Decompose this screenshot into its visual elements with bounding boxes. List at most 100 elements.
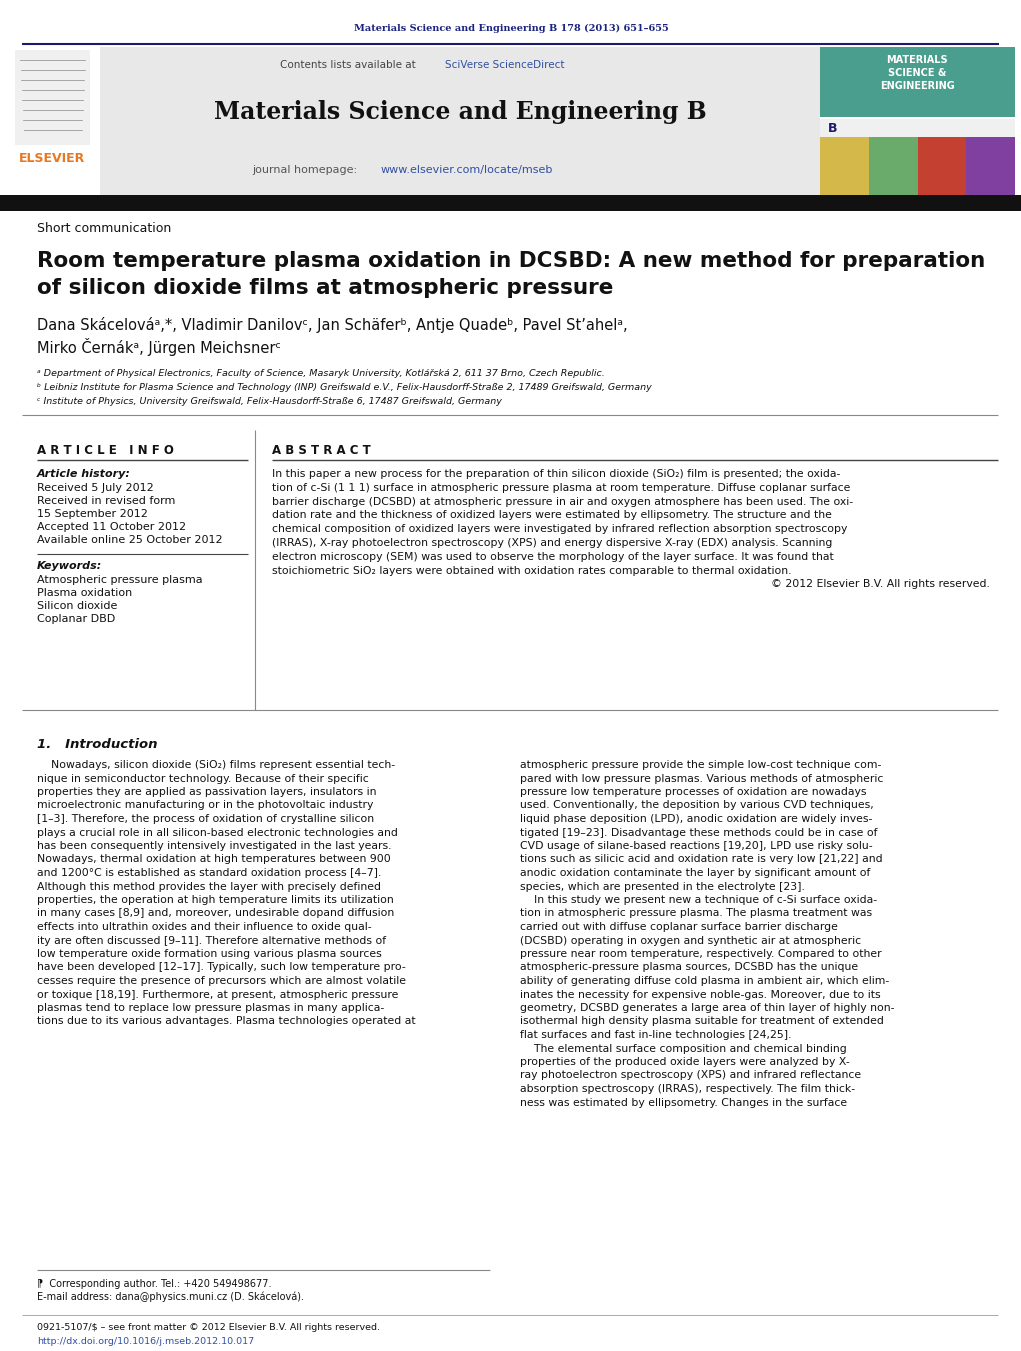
Text: Contents lists available at: Contents lists available at <box>280 59 419 70</box>
Text: electron microscopy (SEM) was used to observe the morphology of the layer surfac: electron microscopy (SEM) was used to ob… <box>272 551 834 562</box>
Text: ray photoelectron spectroscopy (XPS) and infrared reflectance: ray photoelectron spectroscopy (XPS) and… <box>520 1070 861 1081</box>
Bar <box>820 136 869 195</box>
Text: A B S T R A C T: A B S T R A C T <box>272 443 371 457</box>
Bar <box>918 136 966 195</box>
Text: 15 September 2012: 15 September 2012 <box>37 509 148 519</box>
Text: properties, the operation at high temperature limits its utilization: properties, the operation at high temper… <box>37 894 394 905</box>
Text: 0921-5107/$ – see front matter © 2012 Elsevier B.V. All rights reserved.: 0921-5107/$ – see front matter © 2012 El… <box>37 1324 380 1332</box>
Text: Received in revised form: Received in revised form <box>37 496 176 507</box>
Text: Mirko Černákᵃ, Jürgen Meichsnerᶜ: Mirko Černákᵃ, Jürgen Meichsnerᶜ <box>37 338 281 357</box>
Text: Materials Science and Engineering B: Materials Science and Engineering B <box>213 100 707 124</box>
Text: ᵇ Leibniz Institute for Plasma Science and Technology (INP) Greifswald e.V., Fel: ᵇ Leibniz Institute for Plasma Science a… <box>37 384 651 393</box>
Bar <box>0 195 1021 211</box>
Text: used. Conventionally, the deposition by various CVD techniques,: used. Conventionally, the deposition by … <box>520 801 874 811</box>
Text: dation rate and the thickness of oxidized layers were estimated by ellipsometry.: dation rate and the thickness of oxidize… <box>272 511 832 520</box>
Text: stoichiometric SiO₂ layers were obtained with oxidation rates comparable to ther: stoichiometric SiO₂ layers were obtained… <box>272 566 791 576</box>
Text: © 2012 Elsevier B.V. All rights reserved.: © 2012 Elsevier B.V. All rights reserved… <box>771 580 990 589</box>
Text: B: B <box>828 122 837 135</box>
Text: tion in atmospheric pressure plasma. The plasma treatment was: tion in atmospheric pressure plasma. The… <box>520 908 872 919</box>
Text: (IRRAS), X-ray photoelectron spectroscopy (XPS) and energy dispersive X-ray (EDX: (IRRAS), X-ray photoelectron spectroscop… <box>272 538 832 549</box>
Text: tion of c-Si (1 1 1) surface in atmospheric pressure plasma at room temperature.: tion of c-Si (1 1 1) surface in atmosphe… <box>272 482 850 493</box>
Text: liquid phase deposition (LPD), anodic oxidation are widely inves-: liquid phase deposition (LPD), anodic ox… <box>520 815 872 824</box>
Text: properties of the produced oxide layers were analyzed by X-: properties of the produced oxide layers … <box>520 1056 849 1067</box>
Text: atmospheric-pressure plasma sources, DCSBD has the unique: atmospheric-pressure plasma sources, DCS… <box>520 962 858 973</box>
Text: of silicon dioxide films at atmospheric pressure: of silicon dioxide films at atmospheric … <box>37 278 614 299</box>
Text: plasmas tend to replace low pressure plasmas in many applica-: plasmas tend to replace low pressure pla… <box>37 1002 384 1013</box>
Text: A R T I C L E   I N F O: A R T I C L E I N F O <box>37 443 174 457</box>
Bar <box>869 136 918 195</box>
Bar <box>0 47 100 195</box>
Text: ᵃ Department of Physical Electronics, Faculty of Science, Masaryk University, Ko: ᵃ Department of Physical Electronics, Fa… <box>37 370 604 378</box>
Text: Coplanar DBD: Coplanar DBD <box>37 613 115 624</box>
Text: chemical composition of oxidized layers were investigated by infrared reflection: chemical composition of oxidized layers … <box>272 524 847 534</box>
Text: (DCSBD) operating in oxygen and synthetic air at atmospheric: (DCSBD) operating in oxygen and syntheti… <box>520 935 861 946</box>
Text: geometry, DCSBD generates a large area of thin layer of highly non-: geometry, DCSBD generates a large area o… <box>520 1002 894 1013</box>
Text: flat surfaces and fast in-line technologies [24,25].: flat surfaces and fast in-line technolog… <box>520 1029 791 1040</box>
Text: pressure low temperature processes of oxidation are nowadays: pressure low temperature processes of ox… <box>520 788 867 797</box>
Text: Dana Skácelováᵃ,*, Vladimir Danilovᶜ, Jan Schäferᵇ, Antje Quadeᵇ, Pavel Stʼahelᵃ: Dana Skácelováᵃ,*, Vladimir Danilovᶜ, Ja… <box>37 317 628 332</box>
Bar <box>820 118 1015 119</box>
Text: Keywords:: Keywords: <box>37 561 102 571</box>
Text: www.elsevier.com/locate/mseb: www.elsevier.com/locate/mseb <box>381 165 553 176</box>
Text: ness was estimated by ellipsometry. Changes in the surface: ness was estimated by ellipsometry. Chan… <box>520 1097 847 1108</box>
Text: pared with low pressure plasmas. Various methods of atmospheric: pared with low pressure plasmas. Various… <box>520 774 883 784</box>
Text: species, which are presented in the electrolyte [23].: species, which are presented in the elec… <box>520 881 805 892</box>
Text: Received 5 July 2012: Received 5 July 2012 <box>37 484 154 493</box>
Text: ᶜ Institute of Physics, University Greifswald, Felix-Hausdorff-Straße 6, 17487 G: ᶜ Institute of Physics, University Greif… <box>37 397 502 407</box>
Text: isothermal high density plasma suitable for treatment of extended: isothermal high density plasma suitable … <box>520 1016 884 1027</box>
Text: MATERIALS
SCIENCE &
ENGINEERING: MATERIALS SCIENCE & ENGINEERING <box>880 55 955 92</box>
Text: Materials Science and Engineering B 178 (2013) 651–655: Materials Science and Engineering B 178 … <box>353 23 669 32</box>
Text: [1–3]. Therefore, the process of oxidation of crystalline silicon: [1–3]. Therefore, the process of oxidati… <box>37 815 374 824</box>
Text: ELSEVIER: ELSEVIER <box>18 151 85 165</box>
Text: or toxique [18,19]. Furthermore, at present, atmospheric pressure: or toxique [18,19]. Furthermore, at pres… <box>37 989 398 1000</box>
Text: Atmospheric pressure plasma: Atmospheric pressure plasma <box>37 576 202 585</box>
Text: CVD usage of silane-based reactions [19,20], LPD use risky solu-: CVD usage of silane-based reactions [19,… <box>520 842 873 851</box>
Bar <box>15 50 90 145</box>
Text: effects into ultrathin oxides and their influence to oxide qual-: effects into ultrathin oxides and their … <box>37 921 372 932</box>
Text: microelectronic manufacturing or in the photovoltaic industry: microelectronic manufacturing or in the … <box>37 801 374 811</box>
Text: The elemental surface composition and chemical binding: The elemental surface composition and ch… <box>520 1043 846 1054</box>
Text: atmospheric pressure provide the simple low-cost technique com-: atmospheric pressure provide the simple … <box>520 761 881 770</box>
Text: tigated [19–23]. Disadvantage these methods could be in case of: tigated [19–23]. Disadvantage these meth… <box>520 828 877 838</box>
Text: Short communication: Short communication <box>37 222 172 235</box>
Text: Accepted 11 October 2012: Accepted 11 October 2012 <box>37 521 186 532</box>
Text: Plasma oxidation: Plasma oxidation <box>37 588 133 598</box>
Text: journal homepage:: journal homepage: <box>252 165 360 176</box>
Text: Silicon dioxide: Silicon dioxide <box>37 601 117 611</box>
Text: anodic oxidation contaminate the layer by significant amount of: anodic oxidation contaminate the layer b… <box>520 867 870 878</box>
Text: properties they are applied as passivation layers, insulators in: properties they are applied as passivati… <box>37 788 377 797</box>
Bar <box>100 47 820 195</box>
Text: cesses require the presence of precursors which are almost volatile: cesses require the presence of precursor… <box>37 975 406 986</box>
Text: has been consequently intensively investigated in the last years.: has been consequently intensively invest… <box>37 842 391 851</box>
Text: tions due to its various advantages. Plasma technologies operated at: tions due to its various advantages. Pla… <box>37 1016 416 1027</box>
Text: plays a crucial role in all silicon-based electronic technologies and: plays a crucial role in all silicon-base… <box>37 828 398 838</box>
Text: inates the necessity for expensive noble-gas. Moreover, due to its: inates the necessity for expensive noble… <box>520 989 881 1000</box>
Bar <box>820 47 1015 118</box>
Text: http://dx.doi.org/10.1016/j.mseb.2012.10.017: http://dx.doi.org/10.1016/j.mseb.2012.10… <box>37 1336 254 1346</box>
Text: carried out with diffuse coplanar surface barrier discharge: carried out with diffuse coplanar surfac… <box>520 921 838 932</box>
Text: In this study we present new a technique of c-Si surface oxida-: In this study we present new a technique… <box>520 894 877 905</box>
Text: 1.   Introduction: 1. Introduction <box>37 739 157 751</box>
Text: Nowadays, thermal oxidation at high temperatures between 900: Nowadays, thermal oxidation at high temp… <box>37 854 391 865</box>
Text: SciVerse ScienceDirect: SciVerse ScienceDirect <box>445 59 565 70</box>
Text: absorption spectroscopy (IRRAS), respectively. The film thick-: absorption spectroscopy (IRRAS), respect… <box>520 1084 856 1094</box>
Bar <box>820 47 1015 195</box>
Text: Although this method provides the layer with precisely defined: Although this method provides the layer … <box>37 881 381 892</box>
Text: have been developed [12–17]. Typically, such low temperature pro-: have been developed [12–17]. Typically, … <box>37 962 405 973</box>
Text: Article history:: Article history: <box>37 469 131 480</box>
Text: ability of generating diffuse cold plasma in ambient air, which elim-: ability of generating diffuse cold plasm… <box>520 975 889 986</box>
Text: ity are often discussed [9–11]. Therefore alternative methods of: ity are often discussed [9–11]. Therefor… <box>37 935 386 946</box>
Text: nique in semiconductor technology. Because of their specific: nique in semiconductor technology. Becau… <box>37 774 369 784</box>
Bar <box>966 136 1015 195</box>
Text: barrier discharge (DCSBD) at atmospheric pressure in air and oxygen atmosphere h: barrier discharge (DCSBD) at atmospheric… <box>272 497 854 507</box>
Text: Room temperature plasma oxidation in DCSBD: A new method for preparation: Room temperature plasma oxidation in DCS… <box>37 251 985 272</box>
Text: Available online 25 October 2012: Available online 25 October 2012 <box>37 535 223 544</box>
Text: Nowadays, silicon dioxide (SiO₂) films represent essential tech-: Nowadays, silicon dioxide (SiO₂) films r… <box>37 761 395 770</box>
Text: in many cases [8,9] and, moreover, undesirable dopand diffusion: in many cases [8,9] and, moreover, undes… <box>37 908 394 919</box>
Text: ⁋  Corresponding author. Tel.: +420 549498677.: ⁋ Corresponding author. Tel.: +420 54949… <box>37 1279 272 1289</box>
Text: tions such as silicic acid and oxidation rate is very low [21,22] and: tions such as silicic acid and oxidation… <box>520 854 882 865</box>
Text: low temperature oxide formation using various plasma sources: low temperature oxide formation using va… <box>37 948 382 959</box>
Text: pressure near room temperature, respectively. Compared to other: pressure near room temperature, respecti… <box>520 948 881 959</box>
Text: In this paper a new process for the preparation of thin silicon dioxide (SiO₂) f: In this paper a new process for the prep… <box>272 469 840 480</box>
Text: E-mail address: dana@physics.muni.cz (D. Skácelová).: E-mail address: dana@physics.muni.cz (D.… <box>37 1292 304 1302</box>
